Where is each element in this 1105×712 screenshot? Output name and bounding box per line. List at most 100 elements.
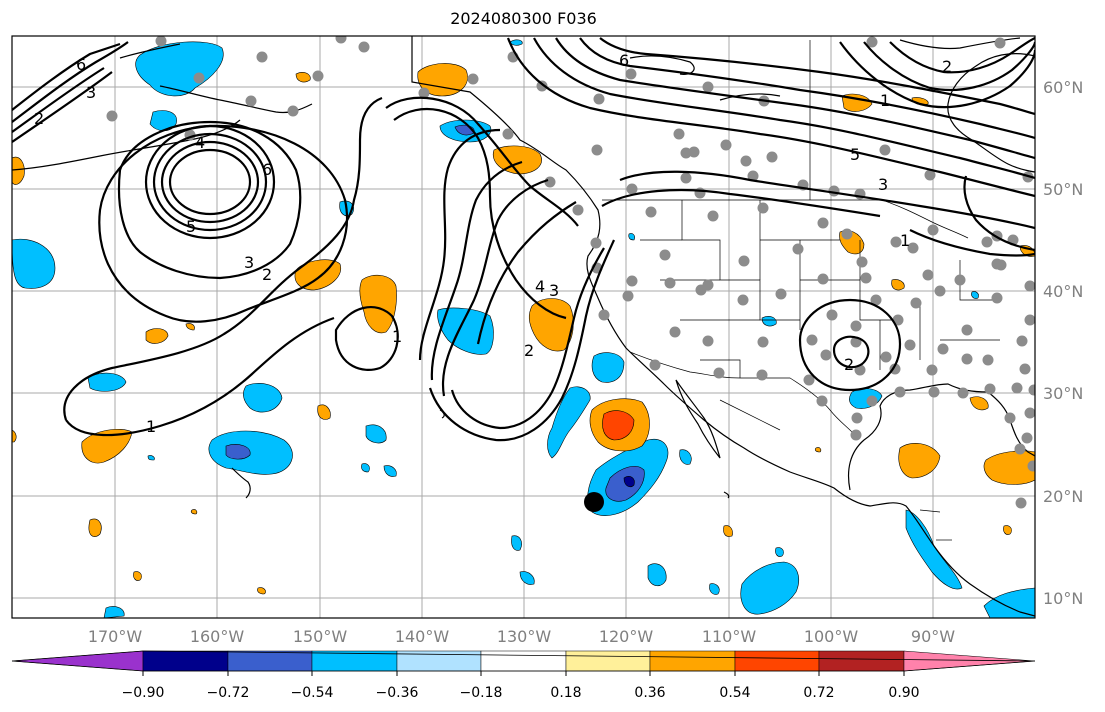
- negative-area: [437, 307, 494, 355]
- lon-label: 110°W: [702, 627, 757, 646]
- colorbar-segment: [734, 650, 820, 672]
- map-title: 2024080300 F036: [450, 9, 597, 28]
- negative-area: [361, 463, 370, 473]
- negative-area: [709, 583, 720, 595]
- negative-area: [647, 563, 667, 587]
- negative-area: [519, 571, 535, 585]
- contour-label: 6: [262, 160, 272, 179]
- lat-label: 10°N: [1043, 589, 1083, 608]
- positive-area: [898, 443, 941, 479]
- positive-area: [12, 156, 25, 185]
- colorbar-segment: [818, 650, 905, 672]
- negative-area: [679, 449, 692, 465]
- colorbar-segment: [142, 650, 229, 672]
- negative-area: [149, 110, 177, 132]
- contour-label: 6: [76, 55, 86, 74]
- colorbar-segment: [480, 650, 567, 672]
- colorbar-label: 0.36: [634, 685, 665, 701]
- contour-label: 2: [524, 341, 534, 360]
- positive-area: [81, 429, 133, 464]
- positive-area: [528, 298, 574, 352]
- contour-label: 5: [850, 145, 860, 164]
- anomaly-shading: [12, 39, 1035, 618]
- lat-label: 50°N: [1043, 180, 1083, 199]
- colorbar-label: −0.36: [376, 685, 419, 701]
- negative-area: [243, 383, 283, 413]
- lon-label: 150°W: [293, 627, 348, 646]
- colorbar-label: 0.72: [803, 685, 834, 701]
- positive-area: [969, 396, 989, 411]
- negative-area: [208, 430, 293, 475]
- colorbar-segment: [565, 650, 651, 672]
- map-border: [11, 35, 1036, 619]
- positive-area: [602, 410, 635, 441]
- contour-lines: [12, 36, 1035, 442]
- colorbar-segment: [649, 650, 736, 672]
- lon-label: 140°W: [395, 627, 450, 646]
- negative-area: [740, 561, 799, 615]
- positive-area: [814, 447, 822, 453]
- colorbar-label: 0.18: [550, 685, 581, 701]
- center-marker: [584, 492, 604, 512]
- contour-label: 3: [878, 175, 888, 194]
- longitude-labels: 170°W 160°W 150°W 140°W 130°W 120°W 110°…: [88, 627, 955, 646]
- contour-label: 1: [900, 231, 910, 250]
- political-borders: [602, 40, 1000, 541]
- negative-area: [775, 547, 784, 557]
- colorbar-segment: [227, 650, 313, 672]
- negative-area: [761, 316, 777, 327]
- colorbar-label: 0.90: [888, 685, 919, 701]
- lat-label: 20°N: [1043, 487, 1083, 506]
- contour-label: 2: [844, 355, 854, 374]
- coastlines: [12, 36, 1035, 617]
- colorbar-label: −0.72: [207, 685, 250, 701]
- negative-area: [547, 386, 591, 459]
- contour-label: 1: [146, 417, 156, 436]
- colorbar-label: 0.54: [719, 685, 750, 701]
- positive-area: [983, 450, 1035, 485]
- positive-area: [257, 587, 266, 595]
- negative-area: [12, 238, 56, 289]
- negative-area: [87, 372, 127, 392]
- negative-area: [365, 424, 387, 444]
- colorbar-label: −0.90: [122, 685, 165, 701]
- positive-area: [317, 404, 331, 420]
- negative-area: [103, 606, 125, 618]
- station-dots: [106, 36, 1035, 509]
- latitude-labels: 60°N 50°N 40°N 30°N 20°N 10°N: [1043, 78, 1083, 608]
- positive-area: [891, 279, 905, 291]
- negative-area: [983, 587, 1035, 618]
- lon-label: 100°W: [804, 627, 859, 646]
- colorbar-label: −0.54: [291, 685, 334, 701]
- negative-area: [591, 352, 625, 383]
- contour-label: 4: [535, 277, 545, 296]
- negative-area: [511, 535, 522, 551]
- positive-area: [492, 145, 542, 175]
- positive-area: [190, 509, 198, 515]
- positive-area: [359, 274, 397, 334]
- lat-label: 60°N: [1043, 78, 1083, 97]
- positive-area: [145, 328, 169, 344]
- lon-label: 160°W: [190, 627, 245, 646]
- contour-label: 2: [942, 57, 952, 76]
- positive-area: [723, 525, 733, 537]
- negative-area: [383, 465, 397, 477]
- contour-label: 2: [262, 265, 272, 284]
- contour-label: 1: [392, 327, 402, 346]
- negative-area: [905, 509, 963, 590]
- contour-label: 3: [549, 281, 559, 300]
- positive-area: [185, 323, 195, 331]
- colorbar-labels: −0.90 −0.72 −0.54 −0.36 −0.18 0.18 0.36 …: [122, 685, 920, 701]
- negative-area: [225, 444, 251, 460]
- negative-area: [623, 476, 635, 488]
- contour-label: 5: [186, 217, 196, 236]
- contour-label: 2: [34, 109, 44, 128]
- contour-label: 4: [195, 133, 205, 152]
- colorbar: [11, 650, 1036, 672]
- positive-area: [133, 571, 142, 581]
- contour-labels: 6 3 2 4 6 5 3 2 1 1 4 3 2 6 5 3 2 2 1 1: [34, 51, 952, 436]
- colorbar-label: −0.18: [460, 685, 503, 701]
- lon-label: 120°W: [599, 627, 654, 646]
- negative-area: [628, 233, 635, 241]
